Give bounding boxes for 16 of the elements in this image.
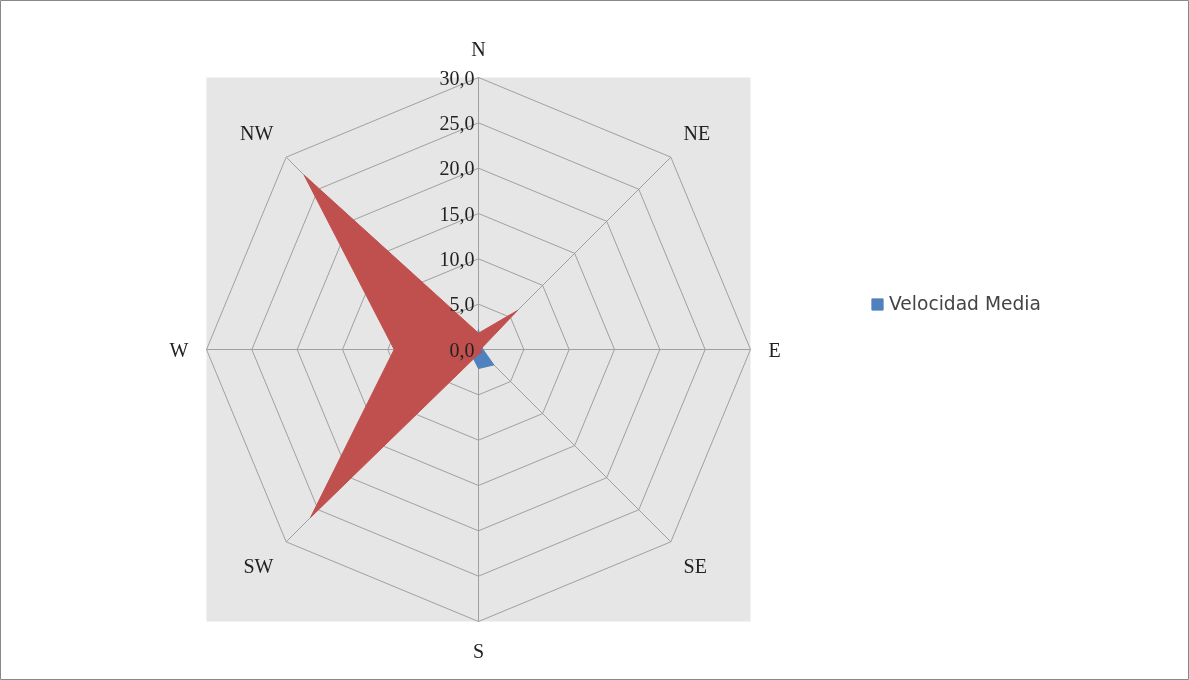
spoke-label: S [472,639,485,662]
y-tick-label: 20,0 [439,157,475,180]
y-tick-label: 10,0 [439,247,475,270]
spoke-label: SW [243,554,274,577]
spoke-label: NW [240,122,274,145]
spoke-label: SE [683,554,707,577]
y-tick-label: 25,0 [439,111,475,134]
y-tick-label: 15,0 [439,202,475,225]
y-tick-label: 0,0 [449,338,475,361]
spoke-label: NE [683,122,711,145]
spoke-label: E [768,338,781,361]
y-tick-label: 5,0 [449,293,475,316]
spoke-label: N [471,37,486,60]
legend-label: Velocidad Media [889,293,1041,314]
spoke-label: W [169,338,189,361]
y-tick-label: 30,0 [439,66,475,89]
